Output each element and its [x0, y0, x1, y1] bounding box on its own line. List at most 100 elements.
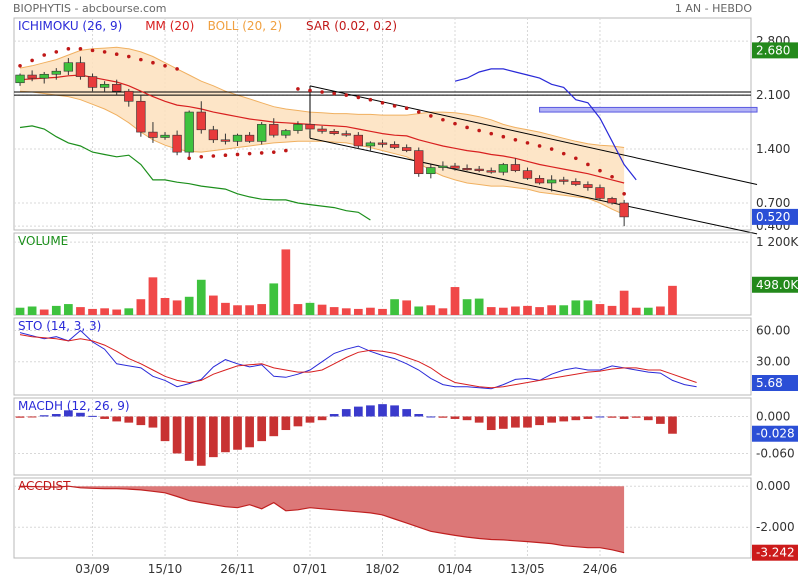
x-tick-label: 07/01	[293, 562, 328, 576]
candle-body	[474, 168, 484, 171]
sar-dot	[489, 131, 494, 136]
macd-bar	[172, 416, 182, 454]
candle-body	[571, 181, 581, 185]
volume-bar	[100, 308, 109, 315]
sar-dot	[54, 50, 59, 54]
sar-dot	[501, 134, 506, 139]
volume-bar	[511, 306, 520, 315]
macd-bar	[462, 416, 472, 421]
candle-body	[414, 150, 424, 175]
volume-bar	[571, 300, 581, 315]
candle-body	[305, 124, 315, 130]
price-y-tick-label: 0.700	[756, 196, 790, 210]
volume-bar	[15, 307, 25, 315]
volume-bar	[281, 249, 291, 315]
price-last-close-badge-text: 0.520	[756, 210, 790, 224]
candle-body	[257, 124, 267, 142]
volume-bar	[474, 298, 484, 315]
macd-bar	[112, 416, 122, 422]
candle-body	[208, 129, 219, 141]
candle-body	[498, 164, 508, 173]
candle-body	[462, 168, 472, 171]
macd-bar	[221, 416, 230, 453]
volume-bar	[124, 308, 134, 315]
macd-bar	[559, 416, 569, 422]
candle-body	[136, 100, 146, 133]
candle-body	[486, 170, 496, 173]
macd-bar	[341, 409, 351, 417]
trendline-upper	[309, 85, 758, 186]
volume-bar	[39, 309, 49, 315]
candle-body	[607, 198, 617, 204]
volume-y-tick-label: 1 200K	[756, 235, 799, 249]
candle-body	[244, 134, 255, 142]
volume-bar	[112, 309, 122, 315]
sar-dot	[175, 67, 179, 71]
candle-body	[534, 178, 545, 184]
volume-bar	[88, 308, 97, 315]
x-tick-label: 03/09	[75, 562, 110, 576]
chart-title: BIOPHYTIS - abcbourse.com	[13, 2, 167, 15]
ichimoku-span-line	[454, 68, 637, 181]
macd-bar	[136, 416, 146, 426]
candle-body	[317, 128, 327, 132]
volume-bar	[329, 307, 339, 315]
sar-dot	[187, 156, 191, 161]
candle-body	[510, 164, 521, 171]
sar-dot	[30, 58, 34, 63]
legend-label: STO (14, 3, 3)	[18, 319, 101, 333]
sar-dot	[18, 63, 22, 68]
sar-dot	[78, 47, 83, 51]
candle-body	[39, 73, 49, 79]
macd-bar	[317, 416, 327, 421]
candle-body	[329, 131, 339, 134]
macd-bar	[148, 416, 158, 428]
volume-bar	[51, 305, 61, 315]
macd-bar	[160, 416, 170, 442]
macd-bar	[209, 416, 218, 458]
sar-dot	[549, 147, 554, 151]
stochastic-y-tick-label: 30.00	[756, 355, 790, 369]
volume-bar	[583, 300, 593, 315]
volume-bar	[668, 285, 677, 315]
volume-bar	[643, 307, 653, 315]
candle-body	[51, 70, 61, 75]
stochastic-y-tick-label: 60.00	[756, 323, 790, 337]
macd-bar	[450, 416, 460, 419]
volume-bar	[209, 295, 218, 315]
price-y-tick-label: 2.100	[756, 88, 790, 102]
volume-bar	[221, 302, 230, 315]
macd-bar	[353, 406, 363, 417]
bollinger-upper-line	[19, 46, 625, 148]
sar-dot	[114, 52, 119, 57]
price-last-ichimoku-badge-bg	[752, 42, 798, 59]
macd-bar	[656, 416, 665, 424]
macd-last-badge-text: -0.028	[756, 427, 795, 441]
moving-average-line	[19, 74, 625, 184]
legend-label: VOLUME	[18, 234, 68, 248]
candle-body	[559, 179, 569, 182]
candle-body	[353, 134, 363, 147]
volume-bar	[160, 297, 170, 315]
volume-bar	[184, 296, 194, 315]
price-last-close-badge-bg	[752, 208, 798, 225]
sar-dot	[211, 154, 216, 158]
price-y-tick-label: 1.400	[756, 142, 790, 156]
volume-bar	[148, 277, 158, 315]
macd-bar	[414, 414, 424, 417]
macd-bar	[269, 416, 279, 437]
candle-body	[27, 74, 37, 79]
x-tick-label: 13/05	[510, 562, 545, 576]
sar-dot	[610, 175, 614, 179]
sar-dot	[586, 162, 590, 167]
sar-dot	[453, 121, 457, 126]
volume-bar	[269, 283, 279, 315]
volume-last-badge-bg	[752, 276, 798, 293]
accdist-last-badge-text: -3.242	[756, 546, 795, 560]
stochastic-line	[19, 329, 697, 390]
macd-bar	[668, 416, 677, 434]
sar-dot	[259, 151, 264, 155]
volume-bar	[64, 304, 73, 315]
volume-bar	[233, 305, 242, 315]
volume-bar	[523, 305, 532, 315]
